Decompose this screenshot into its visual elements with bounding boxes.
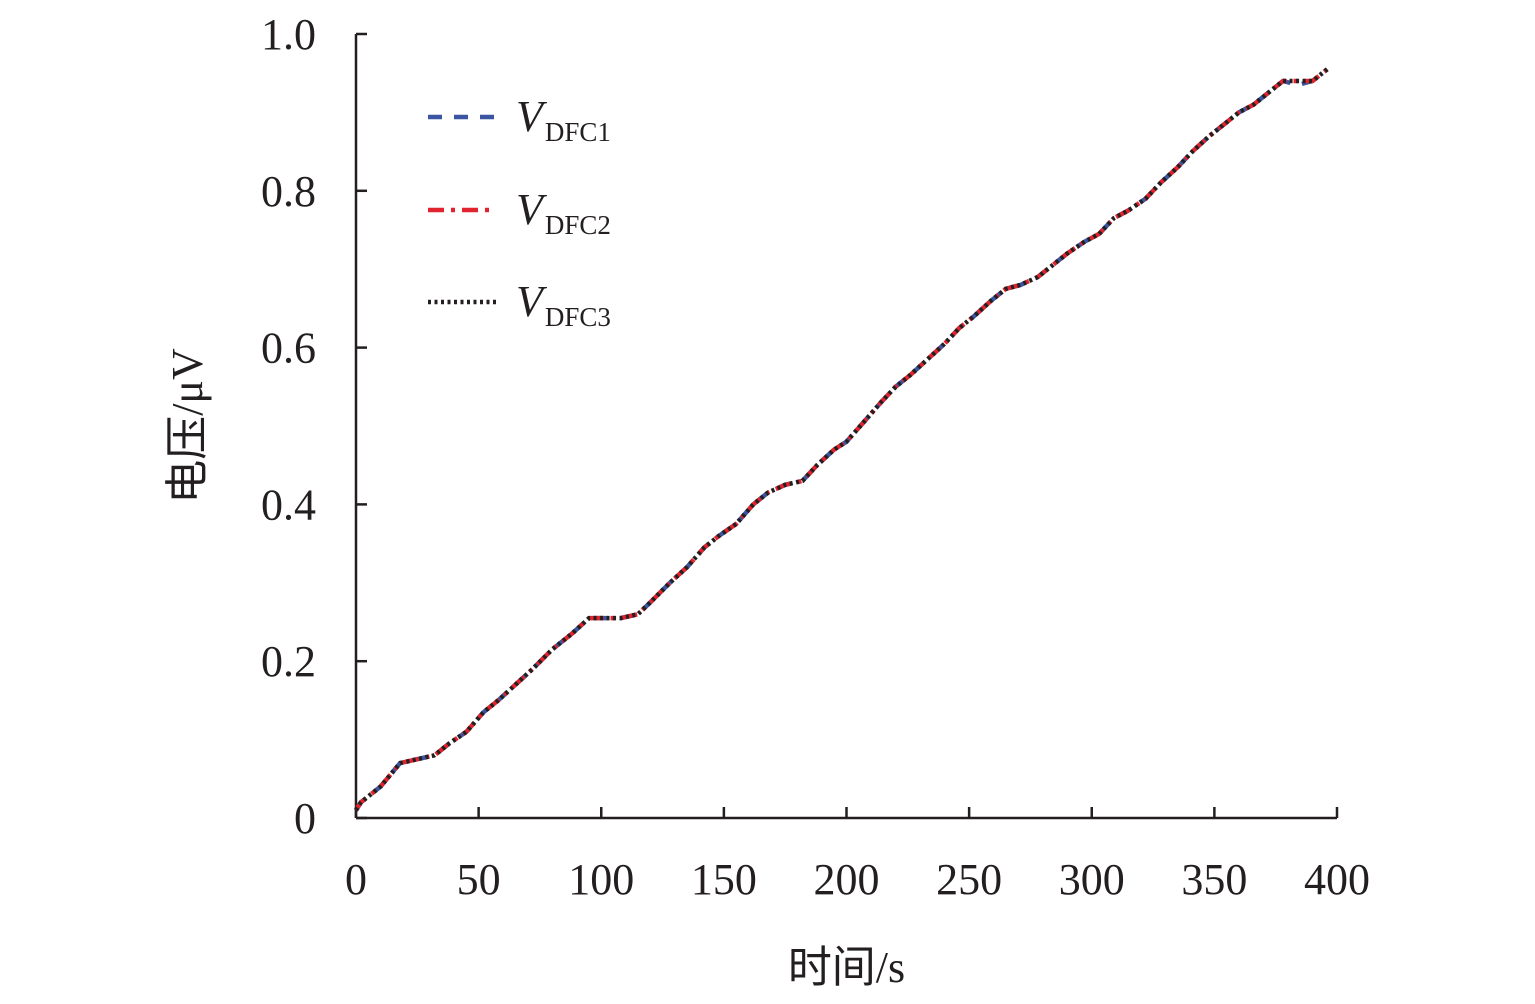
y-tick-label: 0.8: [261, 167, 316, 216]
x-tick-label: 400: [1304, 855, 1370, 904]
y-tick-label: 0.4: [261, 480, 316, 529]
y-tick-label: 1.0: [261, 10, 316, 59]
x-tick-label: 350: [1181, 855, 1247, 904]
x-tick-label: 100: [568, 855, 634, 904]
legend-label: VDFC1: [516, 92, 611, 147]
y-axis-title: 电压/μV: [163, 348, 212, 504]
y-tick-label: 0.6: [261, 324, 316, 373]
series-line-dfc1: [354, 67, 1329, 812]
legend: VDFC1 VDFC2 VDFC3: [428, 92, 611, 332]
y-axis-ticks: 0 0.2 0.4 0.6 0.8 1.0: [261, 10, 367, 843]
x-tick-label: 250: [936, 855, 1002, 904]
x-axis-title: 时间/s: [788, 943, 905, 992]
x-tick-label: 150: [691, 855, 757, 904]
x-tick-label: 300: [1059, 855, 1125, 904]
y-tick-label: 0.2: [261, 637, 316, 686]
x-tick-label: 50: [457, 855, 501, 904]
legend-label: VDFC3: [516, 277, 611, 332]
x-axis-ticks: 0 50 100 150 200 250 300 350 400: [345, 807, 1370, 904]
legend-label: VDFC2: [516, 185, 611, 240]
x-tick-label: 200: [814, 855, 880, 904]
y-tick-label: 0: [294, 794, 316, 843]
series-layer: [354, 67, 1329, 812]
x-tick-label: 0: [345, 855, 367, 904]
series-line-dfc3: [354, 67, 1329, 812]
